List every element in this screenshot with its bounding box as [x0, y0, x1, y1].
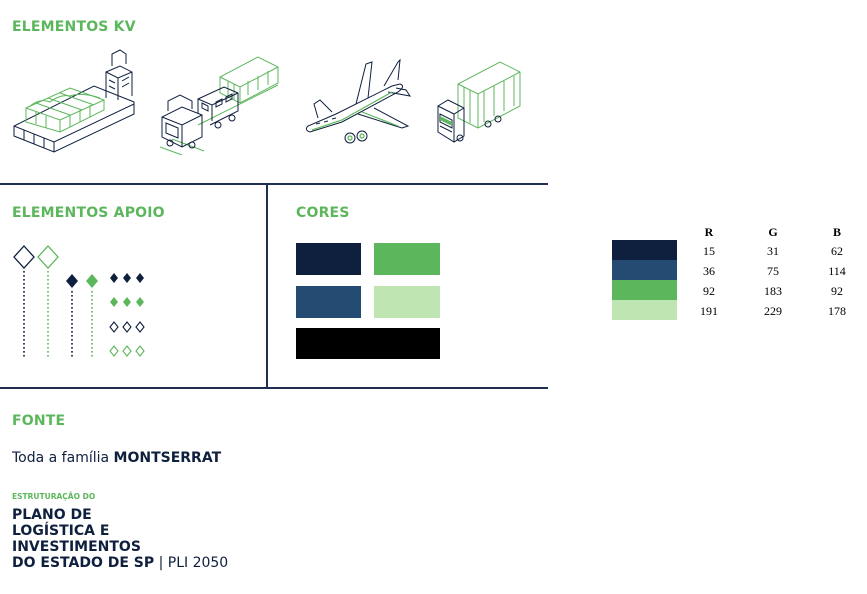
rgb-b-value: 178 [828, 304, 846, 318]
divider-top [0, 183, 548, 185]
diamond-outline-green-icon [37, 245, 59, 358]
logo-line-3: INVESTIMENTOS [12, 539, 141, 555]
rgb-g-value: 31 [767, 244, 779, 258]
kv-heading: ELEMENTOS KV [12, 19, 136, 35]
truck-grille [440, 116, 452, 126]
diamond-filled-green-icon [86, 274, 98, 358]
diamond-outline-navy-icon [13, 245, 35, 358]
font-name: MONTSERRAT [113, 450, 222, 466]
logo-tagline: ESTRUTURAÇÃO DO [12, 492, 96, 501]
support-elements-graphic [13, 245, 145, 358]
rgb-g-value: 229 [764, 304, 782, 318]
diamond-row-green-filled-icon [110, 297, 144, 307]
swatch-light-green [374, 286, 440, 318]
rgb-swatch [612, 240, 677, 260]
rgb-swatch [612, 280, 677, 300]
airplane-icon [305, 58, 412, 144]
divider-bottom [0, 387, 548, 389]
rgb-r-value: 15 [703, 244, 715, 258]
rgb-header-r: R [704, 225, 714, 239]
cores-heading: CORES [296, 205, 350, 221]
swatch-blue [296, 286, 361, 318]
logo-line-1: PLANO DE [12, 507, 92, 523]
diamond-row-green-outline-icon [109, 345, 145, 357]
swatch-black [296, 328, 440, 359]
rgb-r-value: 36 [703, 264, 715, 278]
rgb-r-value: 191 [700, 304, 718, 318]
train-icon [159, 56, 279, 155]
logo-line-2: LOGÍSTICA E [12, 523, 110, 539]
fonte-heading: FONTE [12, 413, 66, 429]
rgb-r-value: 92 [703, 284, 715, 298]
apoio-heading: ELEMENTOS APOIO [12, 205, 165, 221]
rgb-b-value: 92 [831, 284, 843, 298]
ship-icon [13, 49, 135, 153]
rgb-b-value: 62 [831, 244, 843, 258]
diamond-row-navy-outline-icon [109, 321, 145, 333]
logo-suffix: | PLI 2050 [154, 555, 229, 571]
rgb-header-g: G [768, 225, 778, 239]
swatch-green [374, 243, 440, 275]
truck-icon [437, 61, 521, 143]
logo-line-4-text: DO ESTADO DE SP [12, 555, 155, 571]
rgb-swatch [612, 300, 677, 320]
font-description-prefix: Toda a família [12, 450, 114, 466]
font-description: Toda a família MONTSERRAT [12, 450, 221, 466]
diamond-filled-navy-icon [66, 274, 78, 358]
logo-wordmark: PLANO DE LOGÍSTICA E INVESTIMENTOS DO ES… [12, 507, 228, 571]
rgb-swatch [612, 260, 677, 280]
rgb-header-b: B [832, 225, 841, 239]
swatch-navy [296, 243, 361, 275]
rgb-b-value: 114 [828, 264, 846, 278]
diamond-row-navy-filled-icon [110, 273, 144, 283]
rgb-g-value: 183 [764, 284, 782, 298]
divider-vertical [266, 183, 268, 389]
logo-line-4: DO ESTADO DE SP | PLI 2050 [12, 555, 228, 571]
rgb-g-value: 75 [767, 264, 779, 278]
